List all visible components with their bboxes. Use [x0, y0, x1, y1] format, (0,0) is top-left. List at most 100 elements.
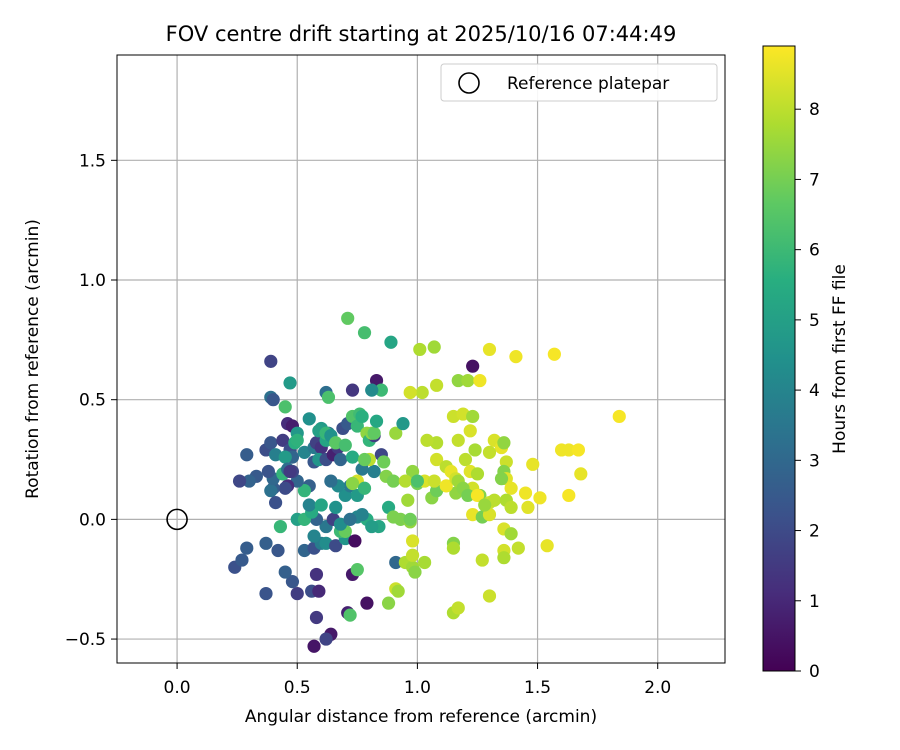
data-point: [278, 400, 292, 414]
data-point: [466, 409, 480, 424]
data-point: [482, 445, 497, 459]
data-point: [307, 529, 321, 543]
data-point: [497, 551, 511, 565]
data-point: [329, 539, 343, 553]
data-point: [451, 373, 465, 388]
y-tick-label: 1.0: [79, 271, 106, 291]
data-point: [278, 450, 292, 464]
data-point: [333, 452, 348, 467]
data-point: [285, 575, 300, 589]
data-point: [367, 426, 381, 440]
data-point: [494, 472, 509, 486]
data-point: [259, 586, 273, 601]
data-point: [374, 383, 388, 397]
chart-title: FOV centre drift starting at 2025/10/16 …: [166, 22, 677, 46]
data-point: [338, 438, 352, 452]
data-point: [312, 584, 326, 598]
colorbar-tick-label: 1: [809, 592, 820, 612]
data-point: [446, 541, 461, 555]
data-point: [497, 436, 511, 450]
data-point: [413, 342, 427, 357]
data-point: [319, 632, 333, 646]
data-point: [343, 512, 357, 526]
data-point: [451, 433, 465, 447]
data-point: [365, 383, 379, 397]
data-point: [470, 488, 485, 503]
data-point: [439, 479, 453, 493]
data-point: [348, 534, 362, 548]
data-point: [283, 464, 297, 479]
data-point: [235, 553, 249, 567]
x-axis-label: Angular distance from reference (arcmin): [245, 707, 597, 727]
data-point: [357, 326, 372, 340]
data-point: [427, 340, 441, 354]
x-tick-label: 1.5: [524, 678, 551, 698]
colorbar-tick-label: 0: [809, 662, 820, 682]
data-point: [398, 474, 412, 488]
data-point: [345, 476, 360, 491]
x-tick-label: 1.0: [404, 678, 431, 698]
data-point: [463, 424, 477, 438]
data-point: [276, 433, 290, 447]
data-point: [341, 311, 355, 325]
data-point: [240, 541, 254, 555]
data-point: [357, 481, 372, 495]
data-point: [612, 409, 626, 424]
y-tick-label: 1.5: [79, 151, 106, 171]
x-axis-ticks: 0.0 0.5 1.0 1.5 2.0: [164, 663, 671, 698]
y-tick-label: 0.5: [79, 391, 106, 411]
data-point: [509, 350, 523, 364]
scatter-points: [228, 311, 626, 653]
data-point: [451, 601, 465, 615]
data-point: [468, 443, 482, 457]
data-point: [273, 519, 288, 534]
data-point: [540, 539, 554, 553]
data-point: [377, 455, 391, 469]
data-point: [357, 452, 372, 467]
x-tick-label: 0.5: [284, 678, 311, 698]
data-point: [355, 409, 369, 424]
data-point: [264, 436, 278, 450]
data-point: [405, 548, 420, 562]
data-point: [302, 498, 316, 512]
data-point: [461, 488, 475, 503]
data-point: [269, 496, 283, 510]
data-point: [360, 596, 374, 610]
data-point: [533, 491, 547, 505]
data-point: [329, 500, 343, 515]
data-point: [264, 484, 278, 498]
data-point: [302, 412, 316, 426]
data-point: [418, 555, 432, 570]
data-point: [396, 417, 410, 431]
data-point: [405, 534, 420, 548]
colorbar-tick-label: 6: [809, 241, 820, 261]
data-point: [482, 342, 497, 357]
data-point: [427, 474, 441, 488]
data-point: [562, 443, 576, 457]
data-point: [504, 500, 518, 515]
colorbar-tick-label: 2: [809, 522, 820, 542]
data-point: [314, 498, 328, 512]
data-point: [458, 452, 473, 467]
data-point: [518, 486, 533, 500]
data-point: [408, 565, 422, 579]
data-point: [309, 567, 324, 582]
legend-label: Reference platepar: [507, 74, 669, 94]
colorbar: 0 1 2 3 4 5 6 7 8 Hours from first FF file: [762, 45, 850, 682]
data-point: [343, 608, 357, 622]
data-point: [278, 565, 292, 579]
data-point: [511, 541, 525, 555]
y-axis-label: Rotation from reference (arcmin): [23, 219, 43, 499]
data-point: [470, 467, 485, 481]
data-point: [430, 378, 444, 392]
data-point: [290, 586, 304, 601]
data-point: [562, 488, 576, 503]
data-point: [574, 467, 588, 481]
data-point: [232, 474, 247, 488]
data-point: [242, 474, 256, 488]
data-point: [369, 414, 384, 428]
data-point: [324, 474, 338, 488]
data-point: [355, 507, 369, 522]
colorbar-tick-label: 8: [809, 100, 820, 120]
